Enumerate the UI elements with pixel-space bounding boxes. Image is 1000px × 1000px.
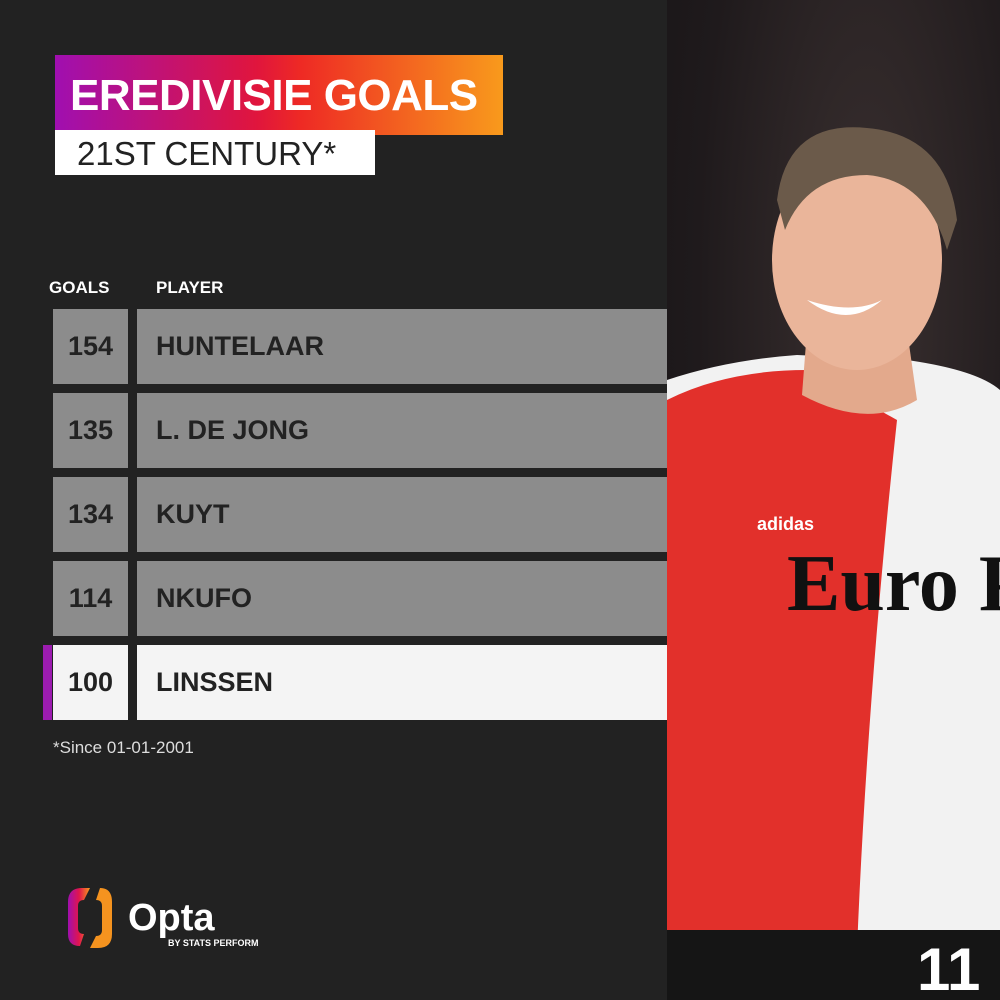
player-cell: NKUFO	[137, 561, 667, 636]
goals-cell: 114	[53, 561, 128, 636]
svg-text:Euro Parcs: Euro Parcs	[787, 540, 1000, 628]
table-row: 154 HUNTELAAR	[53, 309, 667, 384]
svg-text:Opta: Opta	[128, 897, 215, 939]
goals-cell: 100	[53, 645, 128, 720]
player-illustration: Euro Parcs adidas 11	[667, 127, 1000, 1000]
table-row: 135 L. DE JONG	[53, 393, 667, 468]
goals-cell: 135	[53, 393, 128, 468]
header-goals: GOALS	[49, 278, 110, 297]
svg-text:BY STATS PERFORM: BY STATS PERFORM	[168, 938, 259, 948]
goals-cell: 134	[53, 477, 128, 552]
svg-text:adidas: adidas	[757, 514, 814, 534]
page-subtitle: 21ST CENTURY*	[55, 130, 375, 175]
header-player: PLAYER	[156, 278, 224, 297]
player-cell: KUYT	[137, 477, 667, 552]
table-row: 134 KUYT	[53, 477, 667, 552]
goals-cell: 154	[53, 309, 128, 384]
opta-logo-mark-icon: Opta BY STATS PERFORM	[68, 888, 259, 948]
opta-logo: Opta BY STATS PERFORM	[60, 884, 260, 959]
player-cell: L. DE JONG	[137, 393, 667, 468]
table-row-highlighted: 100 LINSSEN	[43, 645, 667, 720]
highlight-marker	[43, 645, 52, 720]
svg-text:11: 11	[917, 936, 980, 1000]
table-row: 114 NKUFO	[53, 561, 667, 636]
player-photo: Euro Parcs adidas 11	[667, 0, 1000, 1000]
player-cell: LINSSEN	[137, 645, 667, 720]
page-title: EREDIVISIE GOALS	[55, 55, 503, 135]
player-cell: HUNTELAAR	[137, 309, 667, 384]
footnote: *Since 01-01-2001	[53, 738, 194, 757]
